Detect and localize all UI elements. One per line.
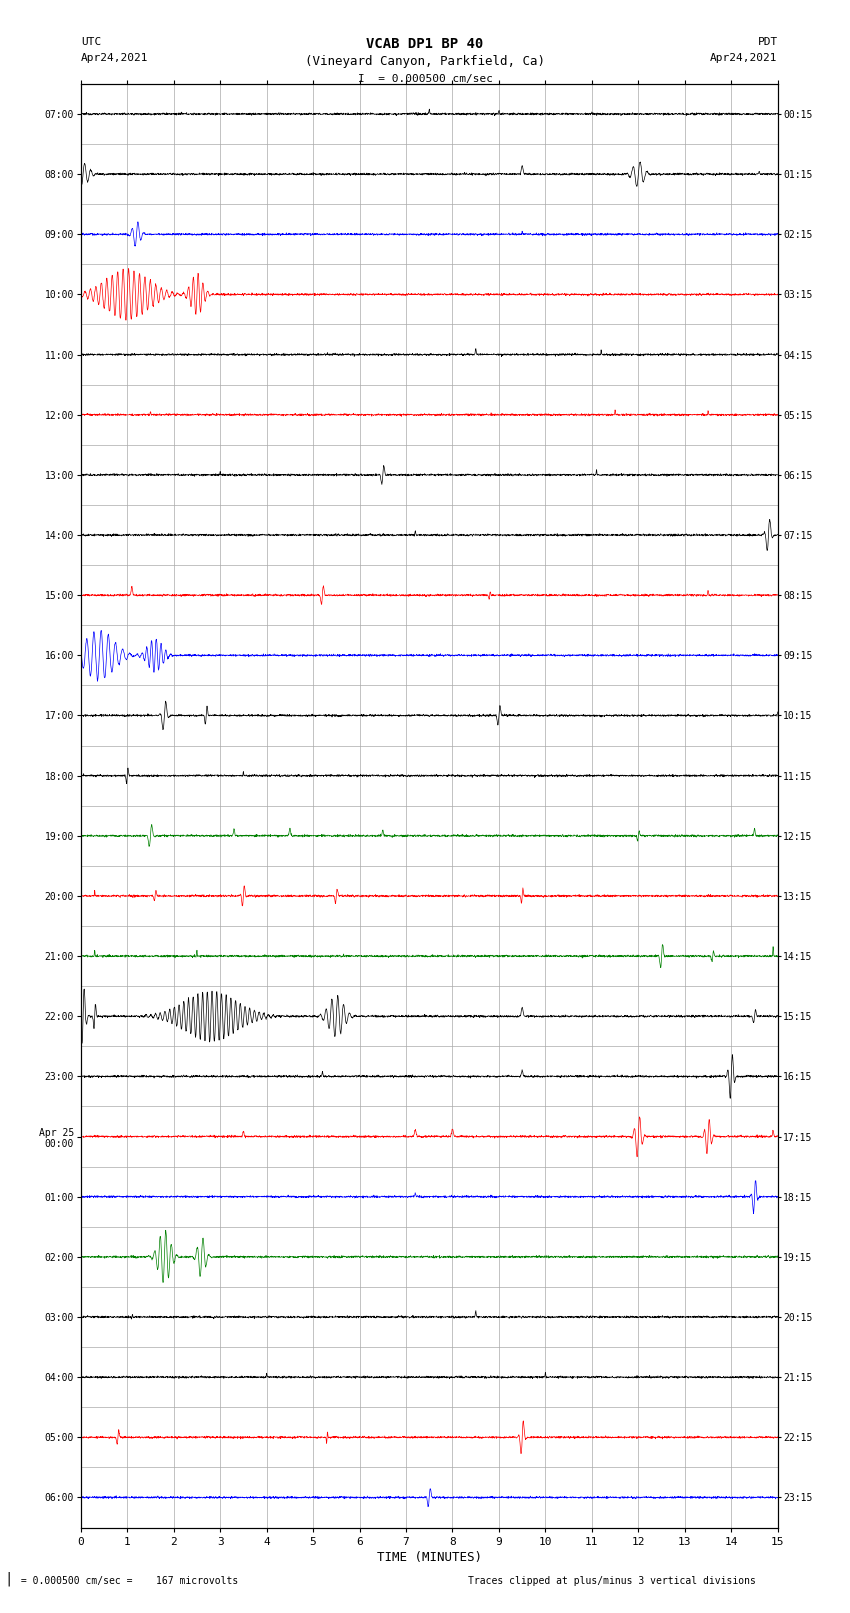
Text: = 0.000500 cm/sec =    167 microvolts: = 0.000500 cm/sec = 167 microvolts xyxy=(15,1576,239,1586)
Text: I  = 0.000500 cm/sec: I = 0.000500 cm/sec xyxy=(358,74,492,84)
Text: UTC: UTC xyxy=(81,37,101,47)
Text: Traces clipped at plus/minus 3 vertical divisions: Traces clipped at plus/minus 3 vertical … xyxy=(468,1576,756,1586)
Text: VCAB DP1 BP 40: VCAB DP1 BP 40 xyxy=(366,37,484,52)
X-axis label: TIME (MINUTES): TIME (MINUTES) xyxy=(377,1550,482,1563)
Text: Apr24,2021: Apr24,2021 xyxy=(711,53,778,63)
Text: (Vineyard Canyon, Parkfield, Ca): (Vineyard Canyon, Parkfield, Ca) xyxy=(305,55,545,68)
Text: PDT: PDT xyxy=(757,37,778,47)
Text: |: | xyxy=(4,1571,13,1586)
Text: Apr24,2021: Apr24,2021 xyxy=(81,53,148,63)
